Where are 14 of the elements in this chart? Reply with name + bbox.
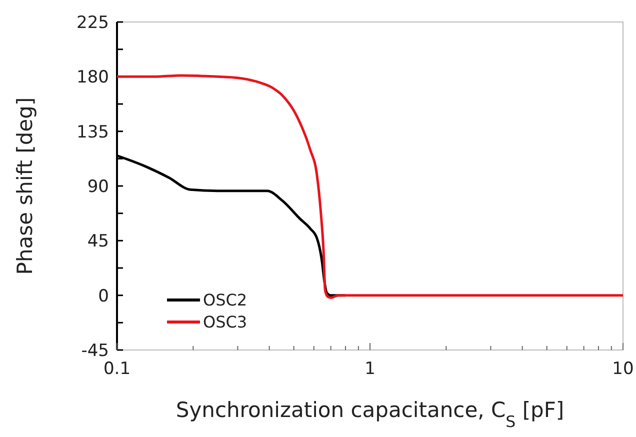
x-tick-label: 1: [364, 359, 376, 379]
y-tick-label: 225: [76, 12, 109, 33]
legend-label: OSC3: [203, 312, 248, 332]
x-axis-title: Synchronization capacitance, C$_{S}$ [pF]: [176, 398, 564, 430]
y-tick-label: 0: [98, 286, 109, 306]
y-tick-label: -45: [81, 340, 109, 361]
y-tick-label: 135: [76, 122, 109, 142]
legend-label: OSC2: [203, 290, 248, 310]
y-tick-label: 180: [76, 68, 109, 88]
y-tick-label: 90: [87, 176, 109, 197]
x-tick-label: 0.1: [103, 359, 131, 379]
y-axis-title: Phase shift [deg]: [13, 97, 37, 275]
x-tick-label: 10: [612, 359, 634, 379]
y-tick-label: 45: [87, 232, 109, 252]
